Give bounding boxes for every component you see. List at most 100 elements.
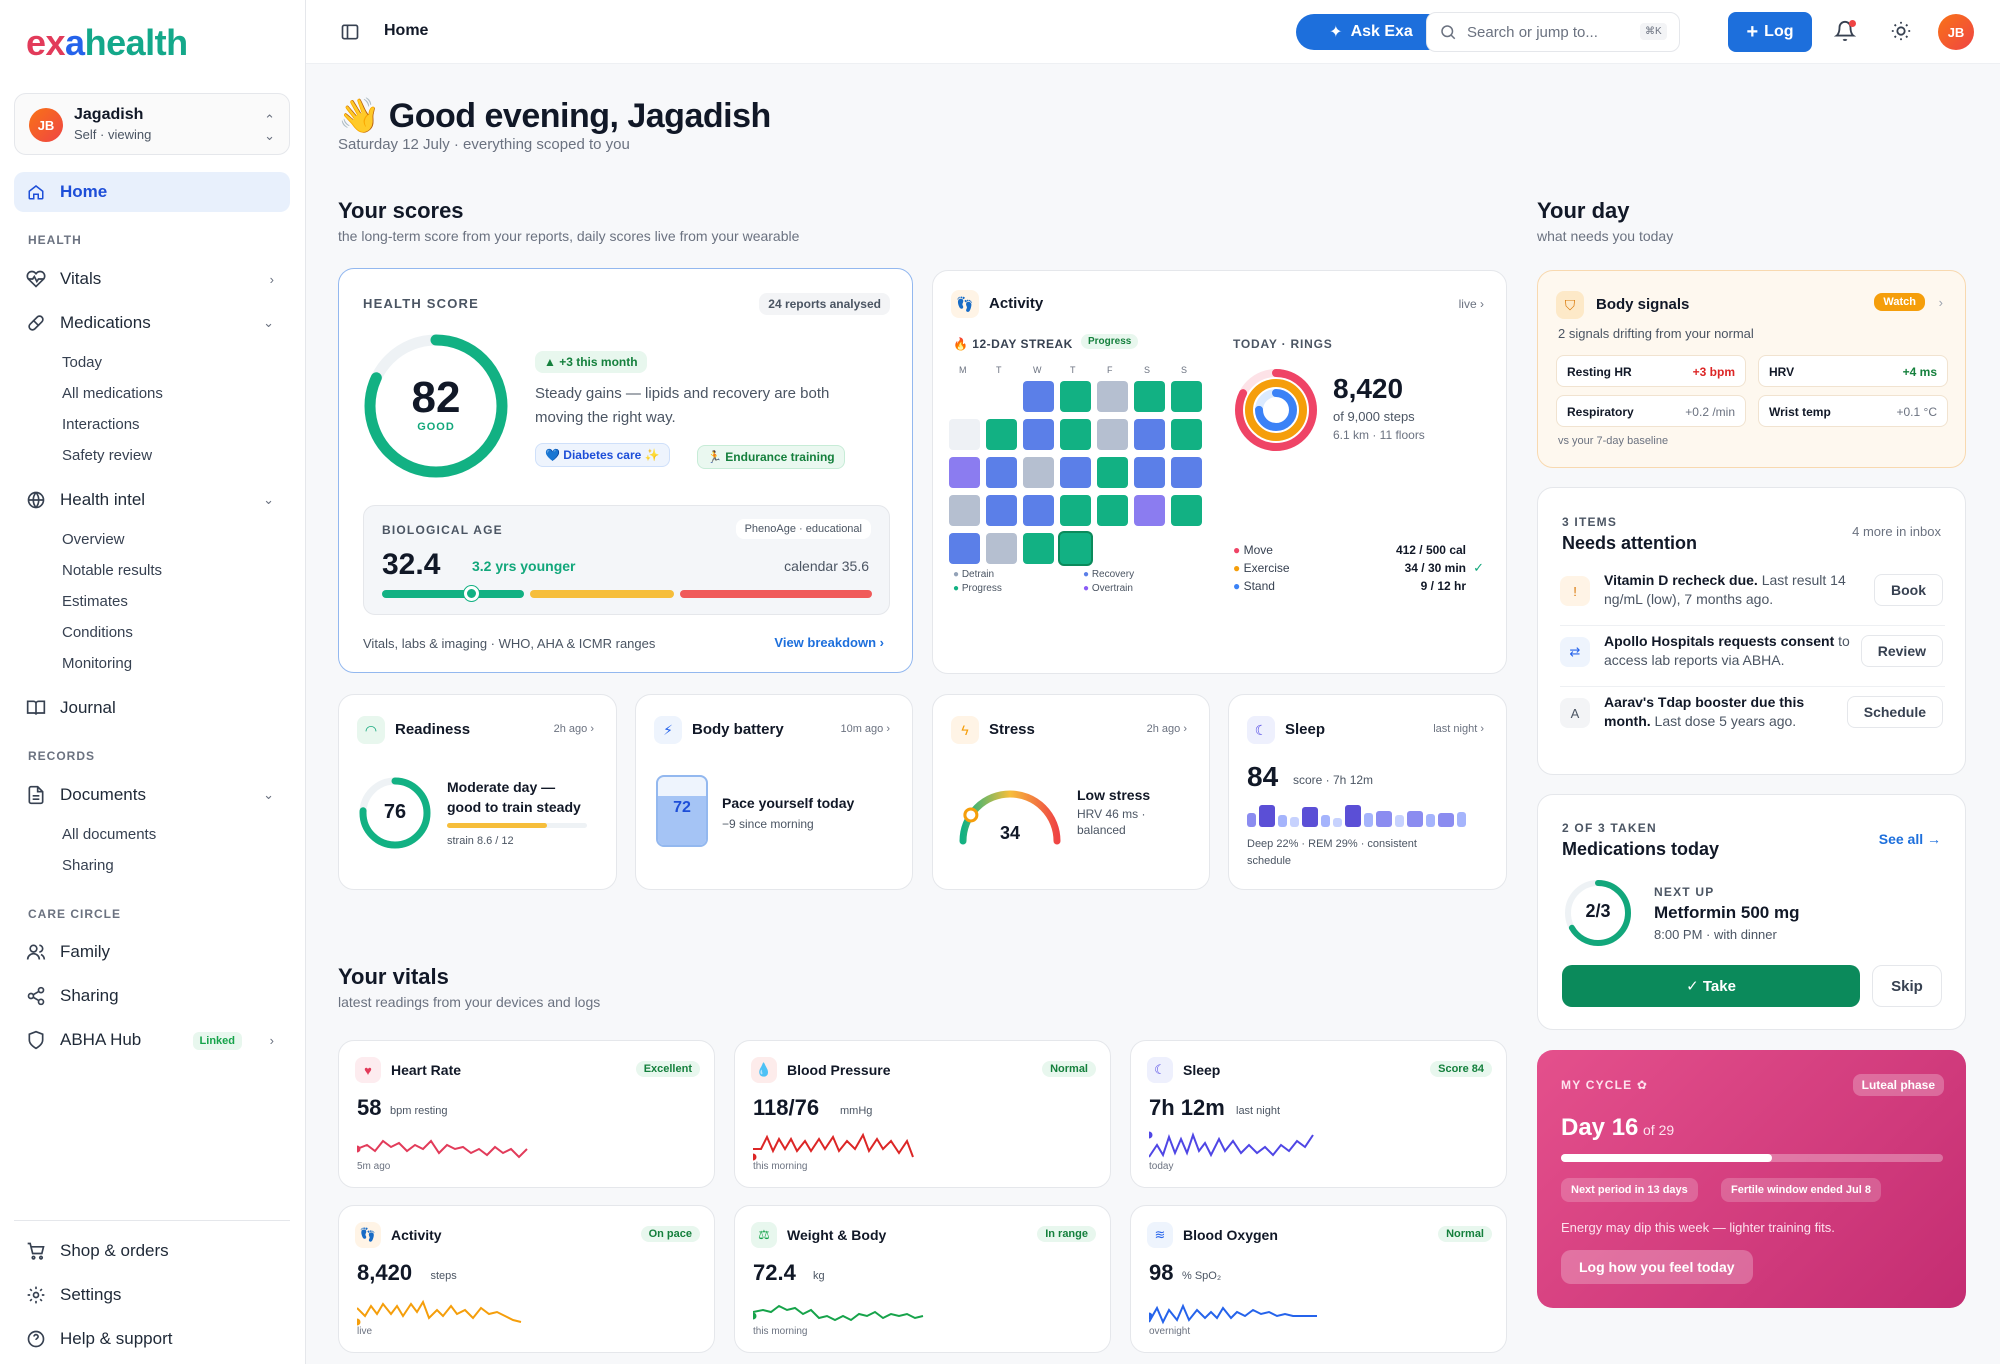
- page-title: Home: [384, 22, 429, 39]
- search-input[interactable]: Search or jump to... ⌘K: [1426, 12, 1680, 52]
- section-care-circle: CARE CIRCLE: [28, 907, 122, 921]
- attention-item: Vitamin D recheck due. Last result 14: [1604, 572, 1846, 588]
- sidebar-item-health-intel[interactable]: Health intel ⌄: [14, 480, 290, 520]
- scores-sub: the long-term score from your reports, d…: [338, 228, 800, 244]
- vital-card-blood-pressure[interactable]: 💧 Blood Pressure Normal 118/76 mmHg this…: [734, 1040, 1111, 1188]
- body-signals-card[interactable]: ⛉ Body signals Watch › 2 signals driftin…: [1537, 270, 1966, 468]
- vitals-sub: latest readings from your devices and lo…: [338, 994, 601, 1010]
- weekday-label: T: [1070, 365, 1076, 375]
- sleep-card[interactable]: ☾ Sleep last night › 84 score · 7h 12m D…: [1228, 694, 1507, 890]
- vital-card-heart-rate[interactable]: ♥ Heart Rate Excellent 58 bpm resting 5m…: [338, 1040, 715, 1188]
- sleep-bar: [1376, 811, 1392, 827]
- chevron-down-icon: ⌄: [263, 787, 274, 802]
- signal-item[interactable]: Resting HR +3 bpm: [1556, 355, 1746, 387]
- stress-card[interactable]: ϟ Stress 2h ago › 34 Low stress HRV 46 m…: [932, 694, 1210, 890]
- sidebar-item-documents[interactable]: Documents ⌄: [14, 775, 290, 815]
- vital-card-blood-oxygen[interactable]: ≋ Blood Oxygen Normal 98 % SpO₂ overnigh…: [1130, 1205, 1507, 1353]
- kbd-shortcut: ⌘K: [1640, 23, 1667, 40]
- sidebar-item-abha-hub[interactable]: ABHA Hub Linked ›: [14, 1020, 290, 1060]
- skip-button[interactable]: Skip: [1872, 965, 1942, 1007]
- status-badge: Excellent: [635, 1061, 700, 1077]
- sidebar-item-settings[interactable]: Settings: [14, 1275, 290, 1315]
- cart-icon: [26, 1241, 46, 1261]
- sidebar-item-vitals[interactable]: Vitals ›: [14, 259, 290, 299]
- cycle-card[interactable]: MY CYCLE ✿ Luteal phase Day 16 of 29 Nex…: [1537, 1050, 1966, 1308]
- streak-day-cell: [1060, 457, 1091, 488]
- profile-switcher[interactable]: JB Jagadish Self · viewing ⌃ ⌄: [14, 93, 290, 155]
- greeting-sub: Saturday 12 July · everything scoped to …: [338, 136, 630, 153]
- log-button[interactable]: + Log: [1728, 12, 1812, 52]
- sidebar-sub-overview[interactable]: Overview: [62, 531, 125, 548]
- attention-action-button[interactable]: Book: [1874, 574, 1943, 606]
- sidebar-sub-estimates[interactable]: Estimates: [62, 593, 128, 610]
- see-all-link[interactable]: See all →: [1878, 831, 1941, 847]
- vital-card-sleep[interactable]: ☾ Sleep Score 84 7h 12m last night today: [1130, 1040, 1507, 1188]
- streak-day-cell: [1134, 457, 1165, 488]
- attention-action-button[interactable]: Schedule: [1846, 696, 1943, 728]
- health-score-card[interactable]: HEALTH SCORE 24 reports analysed 82 GOOD…: [338, 268, 913, 673]
- sidebar-item-help[interactable]: Help & support: [14, 1319, 290, 1359]
- sidebar-sub-safety-review[interactable]: Safety review: [62, 447, 153, 464]
- streak-day-cell: [949, 533, 980, 564]
- sidebar-sub-today[interactable]: Today: [62, 354, 103, 371]
- tag-diabetes-care[interactable]: 💙 Diabetes care ✨: [535, 443, 670, 467]
- sleep-bar: [1457, 812, 1466, 827]
- vital-card-activity[interactable]: 👣 Activity On pace 8,420 steps live: [338, 1205, 715, 1353]
- sidebar-sub-monitoring[interactable]: Monitoring: [62, 655, 133, 672]
- streak-day-cell: [1097, 419, 1128, 450]
- weekday-label: W: [1033, 365, 1042, 375]
- sidebar-item-shop[interactable]: Shop & orders: [14, 1231, 290, 1271]
- sparkle-icon: ✦: [1329, 24, 1343, 41]
- sidebar-item-home[interactable]: Home: [14, 172, 290, 212]
- home-icon: [26, 182, 46, 202]
- share-icon: [26, 986, 46, 1006]
- signal-item[interactable]: Wrist temp +0.1 °C: [1758, 395, 1948, 427]
- status-badge: Score 84: [1430, 1061, 1492, 1077]
- bell-icon[interactable]: [1833, 20, 1857, 47]
- weekday-label: F: [1107, 365, 1113, 375]
- sidebar-toggle-icon[interactable]: [340, 22, 360, 47]
- signal-item[interactable]: Respiratory +0.2 /min: [1556, 395, 1746, 427]
- ask-exa-button[interactable]: ✦ Ask Exa: [1296, 14, 1446, 50]
- tag-endurance-training[interactable]: 🏃 Endurance training: [697, 445, 845, 469]
- log-feeling-button[interactable]: Log how you feel today: [1561, 1250, 1753, 1284]
- sidebar-item-sharing[interactable]: Sharing: [14, 976, 290, 1016]
- section-records: RECORDS: [28, 749, 96, 763]
- streak-day-cell: [1023, 419, 1054, 450]
- vitals-title: Your vitals: [338, 964, 449, 989]
- attention-action-button[interactable]: Review: [1860, 635, 1943, 667]
- status-badge: Normal: [1438, 1226, 1492, 1242]
- body-battery-card[interactable]: ⚡︎ Body battery 10m ago › 72 Pace yourse…: [635, 694, 913, 890]
- activity-card[interactable]: 👣 Activity live › 🔥 12-DAY STREAK Progre…: [932, 270, 1507, 674]
- take-button[interactable]: ✓ Take: [1562, 965, 1860, 1007]
- inbox-link[interactable]: 4 more in inbox: [1852, 524, 1941, 539]
- vital-card-weight-body[interactable]: ⚖ Weight & Body In range 72.4 kg this mo…: [734, 1205, 1111, 1353]
- sun-icon[interactable]: [1890, 20, 1912, 47]
- signal-item[interactable]: HRV +4 ms: [1758, 355, 1948, 387]
- live-label: live ›: [1458, 297, 1484, 311]
- status-badge: On pace: [640, 1226, 700, 1242]
- user-avatar[interactable]: JB: [1938, 14, 1974, 50]
- medications-today-card: 2 OF 3 TAKEN Medications today See all →…: [1537, 794, 1966, 1030]
- sidebar-sub-all-medications[interactable]: All medications: [62, 385, 163, 402]
- sidebar-sub-notable-results[interactable]: Notable results: [62, 562, 163, 579]
- sidebar-sub-interactions[interactable]: Interactions: [62, 416, 140, 433]
- bolt-icon: ϟ: [951, 716, 979, 744]
- shield-icon: [26, 1030, 46, 1050]
- sidebar-item-medications[interactable]: Medications ⌄: [14, 303, 290, 343]
- view-breakdown-link[interactable]: View breakdown ›: [774, 635, 884, 650]
- streak-day-cell: [949, 457, 980, 488]
- sidebar-sub-all-documents[interactable]: All documents: [62, 826, 157, 843]
- sidebar-sub-sharing[interactable]: Sharing: [62, 857, 114, 874]
- readiness-card[interactable]: ◠ Readiness 2h ago › 76 Moderate day — g…: [338, 694, 617, 890]
- exahealth-logo[interactable]: exahealth: [26, 22, 188, 63]
- sidebar-sub-conditions[interactable]: Conditions: [62, 624, 133, 641]
- droplet-icon: 💧: [751, 1057, 777, 1083]
- sidebar: exahealth JB Jagadish Self · viewing ⌃ ⌄ …: [0, 0, 306, 1364]
- reports-badge: 24 reports analysed: [759, 293, 890, 315]
- streak-day-cell: [1171, 419, 1202, 450]
- sidebar-item-family[interactable]: Family: [14, 932, 290, 972]
- sidebar-item-journal[interactable]: Journal: [14, 688, 290, 728]
- streak-day-cell: [1134, 419, 1165, 450]
- day-sub: what needs you today: [1537, 228, 1674, 244]
